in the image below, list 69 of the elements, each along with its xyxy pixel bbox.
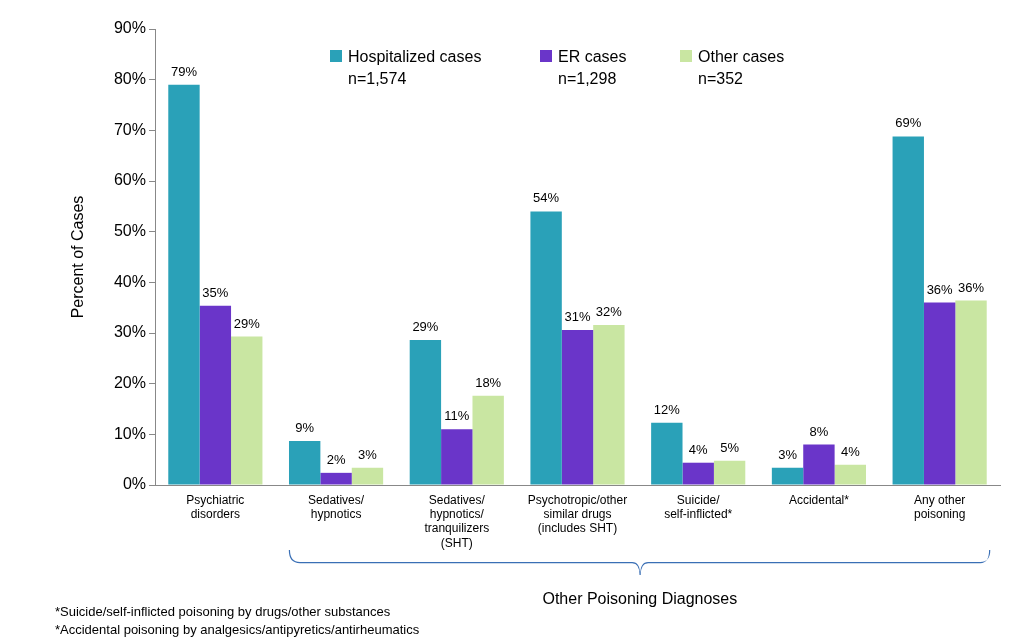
x-tick-label: Accidental*	[788, 492, 850, 507]
bar	[955, 300, 987, 485]
data-label: 18%	[475, 374, 502, 390]
legend-label: Hospitalized cases	[347, 48, 482, 66]
y-tick-label: 10%	[113, 424, 146, 442]
data-label: 2%	[326, 451, 346, 467]
text: *Accidental poisoning by analgesics/antipyretics/antirheumatics	[55, 622, 420, 637]
legend-label: ER cases	[557, 48, 627, 66]
bar	[530, 211, 562, 485]
data-label: 54%	[533, 190, 560, 206]
data-label: 12%	[653, 401, 681, 417]
bar	[834, 464, 867, 485]
y-tick-label: 40%	[113, 272, 146, 290]
bar	[651, 422, 683, 485]
data-label: 35%	[202, 284, 229, 300]
data-label: 3%	[358, 446, 378, 462]
data-label: 11%	[444, 408, 470, 424]
data-label: 31%	[564, 309, 591, 325]
x-tick-label: Psychiatric disorders	[186, 492, 245, 521]
bar	[320, 472, 352, 485]
bar	[713, 460, 746, 485]
y-tick-label: 20%	[113, 374, 146, 392]
data-label: 4%	[840, 443, 861, 459]
bar	[561, 329, 594, 485]
bar	[441, 429, 473, 485]
y-tick-label: 0%	[122, 475, 146, 493]
annotation: n=1,574	[347, 70, 408, 88]
bar	[168, 84, 200, 485]
y-tick-label: 70%	[113, 120, 146, 138]
data-label: 29%	[233, 315, 261, 331]
y-axis-title: Percent of Cases	[69, 195, 87, 319]
x-tick-label: Sedatives/ hypnotics	[308, 492, 365, 521]
bar	[892, 136, 924, 485]
annotation: n=1,298	[557, 70, 618, 88]
y-tick-label: 90%	[113, 19, 146, 37]
bar	[593, 324, 625, 485]
data-label: 3%	[778, 446, 798, 462]
bar	[409, 340, 442, 485]
bar	[231, 336, 263, 485]
x-tick-label: Sedatives/ hypnotics/ tranquilizers (SHT)	[424, 492, 490, 550]
data-label: 8%	[809, 423, 829, 439]
data-label: 4%	[688, 441, 709, 457]
x-tick-label: Any other poisoning	[913, 492, 966, 521]
y-tick-label: 80%	[113, 70, 146, 88]
y-tick-label: 60%	[113, 171, 146, 189]
bar	[472, 395, 504, 485]
bar	[351, 467, 384, 485]
bar	[288, 440, 321, 485]
text: *Suicide/self-inflicted poisoning by drugs/other substances	[55, 604, 391, 619]
data-label: 29%	[412, 319, 439, 335]
data-label: 69%	[895, 115, 922, 131]
data-label: 36%	[926, 281, 954, 297]
bar	[923, 302, 956, 485]
data-label: 5%	[720, 439, 740, 455]
bar	[771, 467, 804, 485]
data-label: 36%	[958, 279, 985, 295]
x-tick-label: Suicide/ self-inflicted*	[664, 492, 733, 521]
data-label: 79%	[170, 63, 198, 79]
annotation: n=352	[697, 70, 744, 88]
y-tick-label: 50%	[113, 222, 146, 240]
bar	[199, 305, 232, 485]
x-tick-label: Psychotropic/other similar drugs (includes SHT)	[527, 492, 628, 536]
bar	[803, 444, 835, 485]
legend-label: Other cases	[697, 48, 785, 66]
data-label: 9%	[295, 420, 315, 435]
text: Other Poisoning Diagnoses	[542, 590, 738, 608]
bar	[682, 462, 714, 485]
y-tick-label: 30%	[113, 323, 146, 341]
data-label: 32%	[595, 303, 623, 319]
